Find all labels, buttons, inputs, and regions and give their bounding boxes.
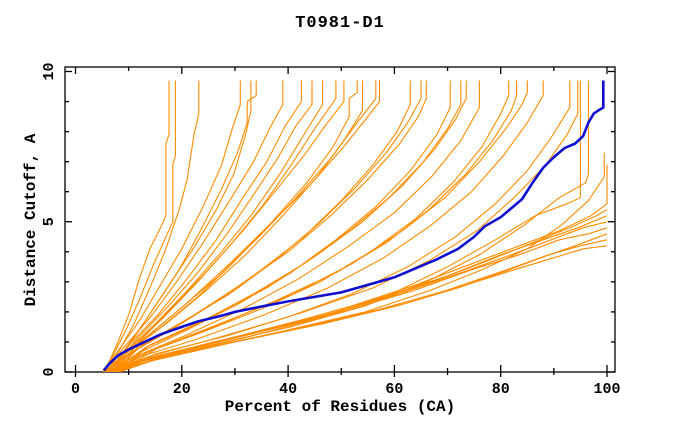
series-group (102, 80, 608, 372)
prediction-line (104, 80, 358, 372)
prediction-line (112, 215, 608, 372)
x-tick-label: 0 (71, 381, 80, 398)
prediction-line (106, 80, 480, 372)
y-axis-title-text: Distance Cutoff, A (22, 133, 40, 307)
y-tick-label: 0 (41, 367, 58, 376)
prediction-line (105, 80, 411, 372)
prediction-line (105, 80, 284, 372)
prediction-line (102, 80, 170, 372)
prediction-line (115, 80, 579, 372)
y-tick-label: 5 (41, 217, 58, 226)
prediction-line (106, 80, 200, 372)
prediction-line (107, 80, 364, 372)
prediction-line (107, 80, 544, 372)
prediction-line (112, 80, 313, 372)
prediction-line (117, 80, 528, 372)
prediction-line (112, 80, 462, 372)
prediction-line (110, 80, 510, 372)
highlighted-model-line (102, 80, 605, 372)
prediction-line (113, 80, 345, 372)
chart-title: T0981-D1 (295, 14, 385, 33)
x-tick-label: 20 (173, 381, 191, 398)
prediction-line (115, 80, 381, 372)
prediction-line (116, 80, 467, 372)
prediction-line (111, 80, 257, 372)
x-tick-label: 100 (593, 381, 620, 398)
x-tick-label: 60 (385, 381, 403, 398)
prediction-line (119, 227, 608, 372)
x-axis-title: Percent of Residues (CA) (224, 398, 456, 416)
prediction-line (113, 80, 427, 372)
prediction-line (109, 80, 302, 372)
prediction-line (109, 80, 589, 372)
prediction-line (103, 80, 241, 372)
prediction-line (113, 245, 608, 372)
prediction-line (118, 80, 581, 372)
x-tick-label: 40 (279, 381, 297, 398)
prediction-line (106, 152, 605, 372)
prediction-line (106, 80, 324, 372)
prediction-line (104, 80, 176, 372)
y-tick-label: 10 (41, 62, 58, 80)
plot-border (64, 66, 616, 373)
x-tick-label: 80 (492, 381, 510, 398)
prediction-line (108, 80, 451, 372)
